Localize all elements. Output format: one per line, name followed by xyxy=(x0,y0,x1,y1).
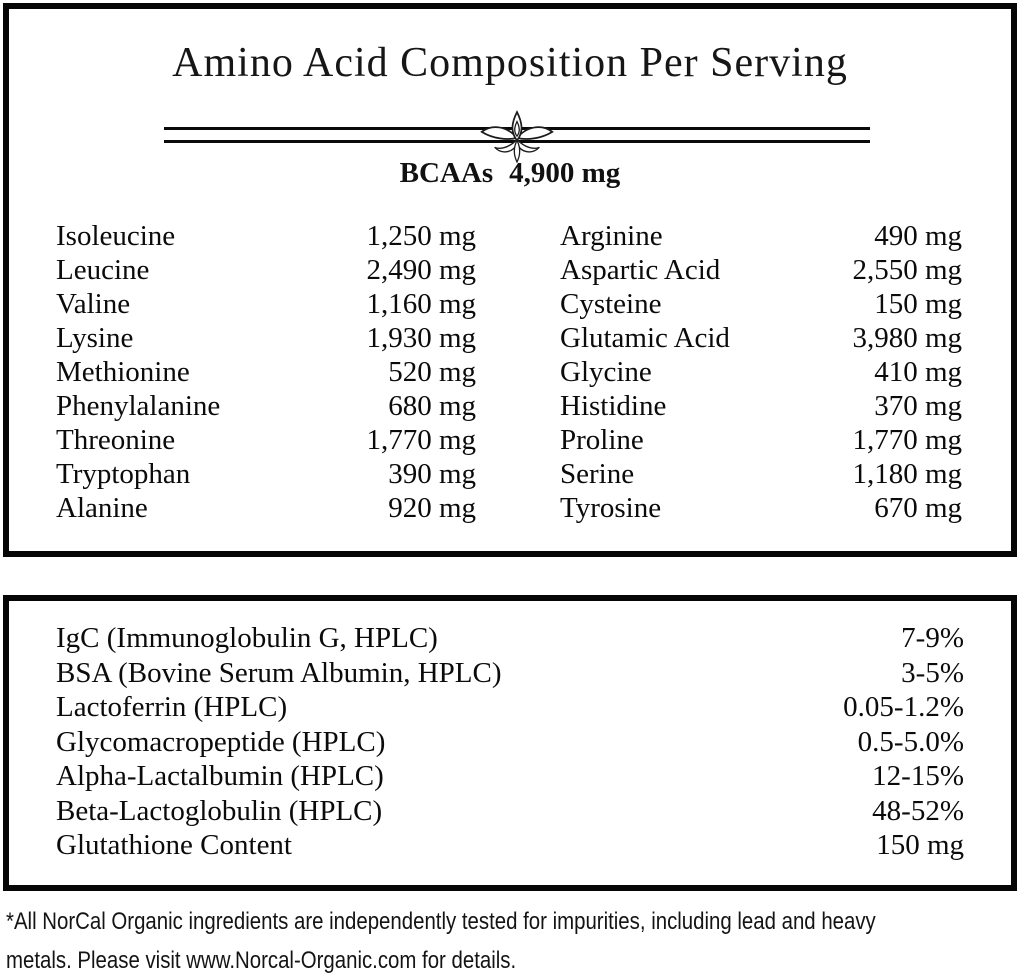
amino-acid-name: Tryptophan xyxy=(56,458,191,490)
amino-acid-amount: 390 mg xyxy=(388,458,476,490)
amino-acid-amount: 490 mg xyxy=(874,220,962,252)
protein-fractions-panel: IgC (Immunoglobulin G, HPLC) 7-9% BSA (B… xyxy=(3,595,1017,891)
amino-acid-name: Tyrosine xyxy=(560,492,662,524)
fraction-value: 150 mg xyxy=(876,829,964,861)
amino-acid-name: Valine xyxy=(56,288,131,320)
amino-acid-amount: 1,250 mg xyxy=(366,220,476,252)
ornamental-divider xyxy=(164,110,870,164)
amino-acid-name: Methionine xyxy=(56,356,190,388)
fraction-name: Beta-Lactoglobulin (HPLC) xyxy=(56,794,383,827)
fraction-name: BSA (Bovine Serum Albumin, HPLC) xyxy=(56,656,502,689)
amino-acid-name: Histidine xyxy=(560,390,667,422)
amino-acid-amount: 1,180 mg xyxy=(852,458,962,490)
amino-acid-row: Tryptophan 390 mg xyxy=(56,457,476,491)
amino-acid-row: Proline 1,770 mg xyxy=(560,423,962,457)
fraction-value: 0.05-1.2% xyxy=(843,691,964,723)
amino-acid-amount: 150 mg xyxy=(874,288,962,320)
amino-acid-row: Lysine 1,930 mg xyxy=(56,321,476,355)
panel-title: Amino Acid Composition Per Serving xyxy=(172,40,848,86)
amino-acid-row: Cysteine 150 mg xyxy=(560,287,962,321)
protein-fraction-row: IgC (Immunoglobulin G, HPLC) 7-9% xyxy=(56,621,964,656)
amino-acid-name: Proline xyxy=(560,424,644,456)
amino-acid-row: Glutamic Acid 3,980 mg xyxy=(560,321,962,355)
amino-acid-name: Arginine xyxy=(560,220,663,252)
bcaa-value: 4,900 mg xyxy=(509,157,621,189)
fraction-name: Alpha-Lactalbumin (HPLC) xyxy=(56,760,384,792)
footnote-line-2: metals. Please visit www.Norcal-Organic.… xyxy=(6,947,517,974)
amino-acid-name: Threonine xyxy=(56,424,176,456)
amino-acid-amount: 680 mg xyxy=(388,390,476,422)
fraction-name: IgC (Immunoglobulin G, HPLC) xyxy=(56,622,438,654)
fraction-value: 7-9% xyxy=(901,622,964,654)
amino-acid-amount: 3,980 mg xyxy=(852,322,962,354)
protein-fraction-row: Glutathione Content 150 mg xyxy=(56,828,964,863)
fraction-name: Glycomacropeptide (HPLC) xyxy=(56,725,386,758)
amino-acid-name: Cysteine xyxy=(560,288,662,320)
amino-acid-list-right: Arginine 490 mg Aspartic Acid 2,550 mg C… xyxy=(560,219,962,525)
amino-acid-name: Serine xyxy=(560,458,635,490)
amino-acid-row: Glycine 410 mg xyxy=(560,355,962,389)
amino-acid-amount: 1,160 mg xyxy=(366,288,476,320)
fraction-name: Glutathione Content xyxy=(56,829,292,861)
lotus-flourish-icon xyxy=(480,110,554,164)
fraction-value: 3-5% xyxy=(901,656,964,689)
amino-acid-amount: 1,770 mg xyxy=(852,424,962,456)
fraction-value: 0.5-5.0% xyxy=(857,725,964,758)
amino-acid-amount: 920 mg xyxy=(388,492,476,524)
amino-acid-row: Histidine 370 mg xyxy=(560,389,962,423)
footnote-line-1: *All NorCal Organic ingredients are inde… xyxy=(6,908,876,935)
protein-fraction-row: Alpha-Lactalbumin (HPLC) 12-15% xyxy=(56,759,964,794)
amino-acid-list-left: Isoleucine 1,250 mg Leucine 2,490 mg Val… xyxy=(56,219,476,525)
amino-acid-row: Threonine 1,770 mg xyxy=(56,423,476,457)
amino-acid-row: Arginine 490 mg xyxy=(560,219,962,253)
footnote: *All NorCal Organic ingredients are inde… xyxy=(6,902,1009,980)
amino-acid-row: Phenylalanine 680 mg xyxy=(56,389,476,423)
amino-acid-name: Phenylalanine xyxy=(56,390,221,422)
bcaa-label: BCAAs xyxy=(399,157,494,189)
amino-acid-name: Leucine xyxy=(56,254,150,286)
protein-fraction-row: Beta-Lactoglobulin (HPLC) 48-52% xyxy=(56,794,964,829)
amino-acid-row: Methionine 520 mg xyxy=(56,355,476,389)
amino-acid-row: Valine 1,160 mg xyxy=(56,287,476,321)
amino-acid-row: Aspartic Acid 2,550 mg xyxy=(560,253,962,287)
amino-acid-amount: 2,490 mg xyxy=(366,254,476,286)
fraction-value: 48-52% xyxy=(872,794,964,827)
amino-acid-row: Serine 1,180 mg xyxy=(560,457,962,491)
amino-acid-row: Alanine 920 mg xyxy=(56,491,476,525)
amino-acid-amount: 2,550 mg xyxy=(852,254,962,286)
amino-acid-amount: 670 mg xyxy=(874,492,962,524)
amino-acid-amount: 520 mg xyxy=(388,356,476,388)
amino-acid-amount: 1,930 mg xyxy=(366,322,476,354)
amino-acid-row: Leucine 2,490 mg xyxy=(56,253,476,287)
amino-acid-amount: 1,770 mg xyxy=(366,424,476,456)
protein-fraction-row: BSA (Bovine Serum Albumin, HPLC) 3-5% xyxy=(56,656,964,691)
amino-acid-name: Isoleucine xyxy=(56,220,176,252)
amino-acid-amount: 370 mg xyxy=(874,390,962,422)
amino-acid-row: Tyrosine 670 mg xyxy=(560,491,962,525)
protein-fractions-list: IgC (Immunoglobulin G, HPLC) 7-9% BSA (B… xyxy=(56,621,964,863)
protein-fraction-row: Glycomacropeptide (HPLC) 0.5-5.0% xyxy=(56,725,964,760)
fraction-value: 12-15% xyxy=(872,760,964,792)
amino-acid-amount: 410 mg xyxy=(874,356,962,388)
amino-acid-name: Lysine xyxy=(56,322,134,354)
amino-acid-panel: Amino Acid Composition Per Serving BCAAs… xyxy=(3,3,1017,557)
amino-acid-row: Isoleucine 1,250 mg xyxy=(56,219,476,253)
bcaa-total: BCAAs 4,900 mg xyxy=(9,157,1011,190)
amino-acid-name: Alanine xyxy=(56,492,148,524)
amino-acid-name: Aspartic Acid xyxy=(560,254,721,286)
amino-acid-name: Glutamic Acid xyxy=(560,322,730,354)
fraction-name: Lactoferrin (HPLC) xyxy=(56,691,288,723)
amino-acid-name: Glycine xyxy=(560,356,652,388)
protein-fraction-row: Lactoferrin (HPLC) 0.05-1.2% xyxy=(56,690,964,725)
